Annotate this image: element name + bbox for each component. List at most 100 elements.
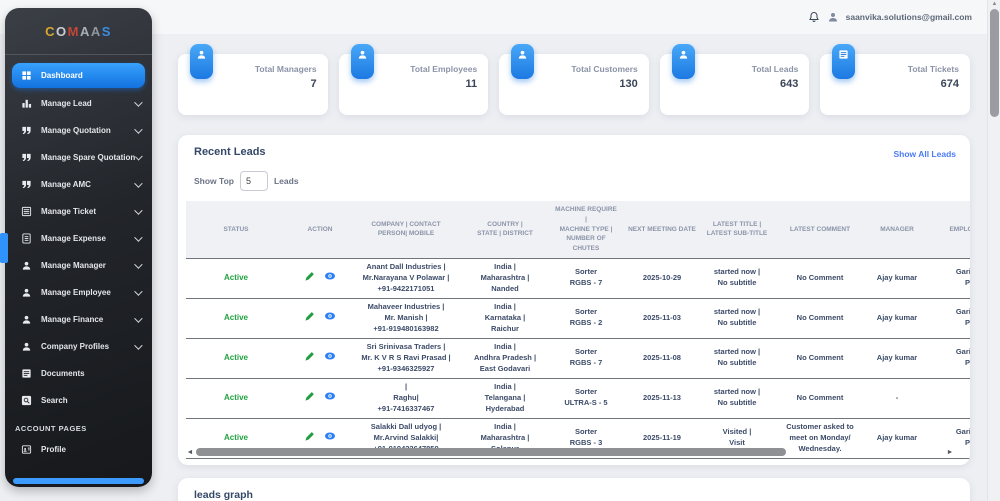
machine-cell: Sorter RGBS - 7	[552, 257, 620, 299]
col-header-manager: MANAGER	[870, 201, 924, 259]
edit-pencil-icon[interactable]	[304, 311, 315, 326]
scroll-up-arrow-icon[interactable]: ▲	[991, 1, 998, 7]
latest-comment-cell: No Comment	[770, 257, 870, 299]
chevron-down-icon	[134, 178, 143, 188]
company-cell: Anant Dall Industries | Mr.Narayana V Po…	[354, 257, 458, 299]
sidebar-item-manage-lead[interactable]: Manage Lead	[5, 90, 152, 117]
view-eye-icon[interactable]	[324, 270, 336, 286]
view-eye-icon[interactable]	[324, 430, 336, 446]
sidebar-item-manage-ticket[interactable]: Manage Ticket	[5, 198, 152, 225]
sidebar-bottom-accent	[13, 478, 144, 484]
top-bar: saanvika.solutions@gmail.com	[0, 0, 1000, 34]
latest-title-cell: started now | No subtitle	[704, 297, 770, 339]
user-email[interactable]: saanvika.solutions@gmail.com	[845, 12, 972, 22]
next-meeting-cell: 2025-11-03	[620, 297, 704, 339]
sidebar-divider	[5, 54, 152, 55]
next-meeting-cell: 2025-10-29	[620, 257, 704, 299]
chevron-down-icon	[134, 232, 143, 242]
view-eye-icon[interactable]	[324, 390, 336, 406]
sidebar-item-label: Profile	[41, 445, 66, 454]
person-icon	[350, 44, 374, 79]
scroll-right-arrow-icon[interactable]: ►	[946, 448, 954, 456]
sidebar-item-label: Search	[41, 396, 68, 405]
chevron-down-icon	[134, 340, 143, 350]
edit-pencil-icon[interactable]	[304, 431, 315, 446]
show-top-input[interactable]	[239, 171, 268, 191]
person-icon	[20, 287, 32, 299]
machine-cell: Sorter RGBS - 2	[552, 297, 620, 339]
col-header-employee: EMPLOYEE	[924, 201, 970, 259]
stat-label: Total Tickets	[907, 64, 959, 74]
table-row: Active | Raghu| +91-7416337467 India | T…	[186, 377, 970, 419]
bar-chart-icon	[20, 98, 32, 110]
view-eye-icon[interactable]	[324, 310, 336, 326]
stat-card-total-tickets: Total Tickets 674	[820, 44, 970, 115]
person-icon	[20, 260, 32, 272]
leads-graph-title: leads graph	[194, 489, 253, 501]
col-header-latest-comment: LATEST COMMENT	[770, 201, 870, 259]
user-avatar-icon[interactable]	[827, 11, 839, 23]
chevron-down-icon	[134, 97, 143, 107]
manager-cell: Ajay kumar	[870, 257, 924, 299]
sidebar-item-label: Company Profiles	[41, 342, 110, 351]
ticket-document-icon	[832, 44, 856, 79]
stat-label: Total Leads	[751, 64, 799, 74]
document-lines-icon	[20, 206, 32, 218]
latest-title-cell: started now | No subtitle	[704, 257, 770, 299]
latest-comment-cell: No Comment	[770, 337, 870, 379]
sidebar-item-manage-manager[interactable]: Manage Manager	[5, 252, 152, 279]
scroll-left-arrow-icon[interactable]: ◄	[186, 448, 194, 456]
recent-leads-card: Recent Leads Show All Leads Show Top Lea…	[178, 135, 970, 465]
edit-pencil-icon[interactable]	[304, 351, 315, 366]
sidebar-item-profile[interactable]: Profile	[5, 436, 152, 463]
table-row: Active Mahaveer Industries | Mr. Manish …	[186, 297, 970, 339]
sidebar-item-label: Manage Finance	[41, 315, 104, 324]
sidebar-scroll-indicator[interactable]	[0, 233, 8, 263]
next-meeting-cell: 2025-11-08	[620, 337, 704, 379]
country-cell: India | Maharashtra | Nanded	[458, 257, 552, 299]
stat-cards-row: Total Managers 7 Total Employees 11 Total …	[178, 44, 970, 115]
scrollbar-thumb[interactable]	[196, 448, 786, 456]
view-eye-icon[interactable]	[324, 350, 336, 366]
edit-pencil-icon[interactable]	[304, 271, 315, 286]
col-header-machine: MACHINE REQUIRE | MACHINE TYPE | NUMBER …	[552, 201, 620, 259]
sidebar-item-label: Manage Expense	[41, 234, 106, 243]
notification-bell-icon[interactable]	[808, 11, 820, 23]
table-header-row: STATUS ACTION COMPANY | CONTACT PERSON| …	[186, 201, 970, 259]
edit-pencil-icon[interactable]	[304, 391, 315, 406]
sidebar-item-label: Dashboard	[41, 71, 83, 80]
sidebar-item-manage-quotation[interactable]: Manage Quotation	[5, 117, 152, 144]
sidebar-item-manage-expense[interactable]: Manage Expense	[5, 225, 152, 252]
chevron-down-icon	[134, 124, 143, 134]
sidebar-item-manage-spare-quotation[interactable]: Manage Spare Quotation	[5, 144, 152, 171]
sidebar-item-company-profiles[interactable]: Company Profiles	[5, 333, 152, 360]
leads-table: STATUS ACTION COMPANY | CONTACT PERSON| …	[186, 201, 970, 459]
sidebar-item-search[interactable]: Search	[5, 387, 152, 414]
stat-card-total-employees: Total Employees 11	[338, 44, 489, 115]
col-header-action: ACTION	[286, 201, 354, 259]
sidebar-item-documents[interactable]: Documents	[5, 360, 152, 387]
dashboard-grid-icon	[20, 70, 32, 82]
sidebar-item-dashboard[interactable]: Dashboard	[12, 63, 145, 88]
sidebar-item-manage-amc[interactable]: Manage AMC	[5, 171, 152, 198]
show-all-leads-link[interactable]: Show All Leads	[893, 149, 956, 159]
sidebar-item-manage-employee[interactable]: Manage Employee	[5, 279, 152, 306]
stat-value: 11	[465, 78, 478, 90]
document-icon	[20, 368, 32, 380]
sidebar-item-manage-finance[interactable]: Manage Finance	[5, 306, 152, 333]
table-horizontal-scrollbar[interactable]: ◄ ►	[186, 446, 954, 458]
page-vertical-scrollbar[interactable]: ▲	[987, 0, 1000, 501]
chevron-down-icon	[135, 152, 143, 160]
sidebar-item-label: Manage Ticket	[41, 207, 96, 216]
table-row: Active Anant Dall Industries | Mr.Naraya…	[186, 257, 970, 299]
quote-icon	[20, 152, 32, 164]
person-icon	[20, 314, 32, 326]
stat-value: 643	[780, 78, 799, 90]
stat-card-total-managers: Total Managers 7	[178, 44, 328, 115]
recent-leads-title: Recent Leads	[194, 146, 266, 158]
scrollbar-thumb[interactable]	[990, 9, 999, 117]
col-header-company: COMPANY | CONTACT PERSON| MOBILE	[354, 201, 458, 259]
col-header-status: STATUS	[186, 201, 286, 259]
company-cell: Sri Srinivasa Traders | Mr. K V R S Ravi…	[354, 337, 458, 379]
